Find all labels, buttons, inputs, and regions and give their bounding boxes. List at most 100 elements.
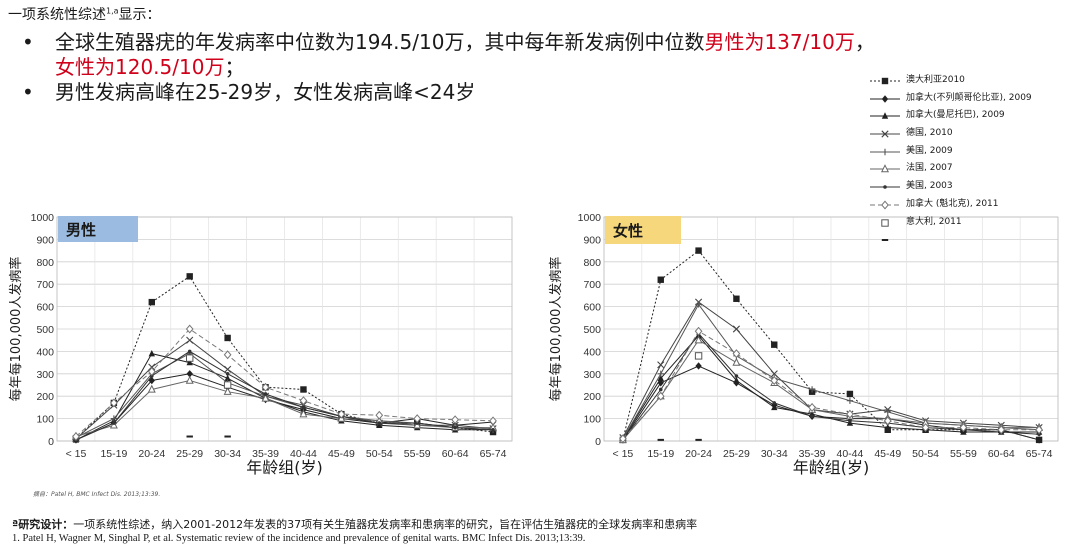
data-point	[224, 365, 232, 373]
data-point	[186, 358, 193, 366]
series-line	[622, 301, 1040, 438]
data-point	[848, 419, 852, 423]
y-tick-label: 700	[583, 279, 601, 291]
data-point	[771, 341, 778, 348]
data-point	[186, 273, 193, 280]
study-design-note: ª研究设计：一项系统性综述，纳入2001-2012年发表的37项有关生殖器疣发病…	[12, 518, 698, 531]
series-line	[622, 330, 1040, 440]
chart-title-box	[605, 216, 681, 244]
legend-item: 美国, 2003	[866, 178, 1066, 196]
legend-marker	[881, 148, 889, 155]
male-rate: 男性为137/10万	[704, 30, 855, 54]
data-point	[657, 438, 664, 441]
series-line	[75, 373, 494, 441]
female-rate: 女性为120.5/10万	[55, 55, 225, 79]
x-tick-label: 15-19	[647, 448, 674, 460]
x-tick-label: 35-39	[799, 448, 826, 460]
series-10	[186, 435, 231, 438]
data-point	[808, 402, 816, 412]
data-point	[223, 386, 232, 395]
data-point	[772, 401, 777, 405]
data-point	[810, 414, 814, 419]
data-point	[72, 432, 80, 441]
plot-frame	[603, 216, 1059, 442]
data-point	[110, 398, 118, 408]
data-point	[263, 392, 268, 396]
y-tick-label: 100	[36, 414, 54, 426]
data-point	[808, 410, 816, 417]
legend-label: 美国, 2009	[906, 145, 953, 156]
x-tick-label: 30-34	[761, 448, 788, 460]
y-tick-label: 500	[36, 324, 54, 336]
data-point	[453, 425, 457, 430]
legend-marker	[880, 164, 890, 173]
data-point	[186, 336, 194, 344]
y-tick-label: 300	[36, 369, 54, 381]
legend-marker	[881, 112, 889, 120]
data-point	[1035, 425, 1043, 435]
y-axis-label: 每年每100,000人发病率	[8, 257, 24, 402]
x-tick-label: 65-74	[480, 448, 507, 460]
data-point	[491, 428, 495, 432]
chart-legend: 澳大利亚2010 加拿大(不列颠哥伦比亚), 2009 加拿大(曼尼托巴), 200…	[866, 72, 1066, 249]
data-point	[149, 374, 154, 378]
x-tick-label: 40-44	[290, 448, 317, 460]
data-point	[224, 334, 231, 342]
data-point	[657, 374, 664, 381]
data-point	[658, 387, 663, 392]
series-8	[72, 324, 497, 441]
legend-item: 澳大利亚2010	[866, 72, 1066, 90]
series-7	[74, 349, 495, 442]
y-tick-label: 500	[583, 324, 601, 336]
x-tick-label: 35-39	[252, 448, 279, 460]
data-point	[657, 370, 664, 377]
data-point	[694, 326, 703, 336]
series-line	[75, 353, 493, 441]
legend-item: 意大利, 2011	[866, 214, 1066, 232]
legend-marker	[881, 130, 889, 138]
series-line	[75, 275, 494, 440]
data-point	[884, 423, 891, 431]
legend-label: 德国, 2010	[906, 128, 953, 139]
legend-label: 美国, 2003	[906, 181, 953, 192]
finding-peak: 男性发病高峰在25-29岁，女性发病高峰<24岁	[22, 80, 875, 105]
data-point	[375, 410, 384, 420]
data-point	[770, 376, 779, 385]
data-point	[695, 438, 702, 441]
data-point	[224, 374, 231, 381]
series-line	[622, 339, 1040, 441]
x-tick-label: 50-54	[912, 448, 939, 460]
data-point	[733, 295, 740, 302]
data-point	[337, 409, 346, 419]
x-tick-label: 55-59	[950, 448, 977, 460]
data-point	[451, 415, 459, 425]
data-point	[223, 381, 232, 389]
data-point	[489, 416, 497, 426]
data-point	[1035, 436, 1043, 444]
data-point	[771, 403, 778, 411]
reference: 1. Patel H, Wagner M, Singhal P, et al. …	[12, 533, 586, 544]
y-tick-label: 600	[583, 302, 601, 314]
chart-title: 男性	[66, 221, 96, 239]
chart-title: 女性	[613, 222, 643, 240]
data-point	[657, 276, 664, 283]
data-point	[694, 352, 703, 360]
x-tick-label: 20-24	[138, 448, 165, 460]
legend-marker	[881, 77, 889, 85]
legend-item: 加拿大(曼尼托巴), 2009	[866, 107, 1066, 125]
data-point	[1037, 432, 1041, 437]
data-point	[997, 425, 1006, 435]
chart-panel-2: 0 100 200 300 400 500 600 700 800 900 1000 < 15 15-1…	[548, 212, 1059, 477]
data-point	[148, 349, 155, 357]
data-point	[808, 386, 816, 393]
y-tick-label: 100	[583, 414, 601, 426]
data-point	[299, 409, 308, 418]
x-axis-label: 年龄组(岁)	[246, 458, 323, 477]
y-tick-label: 800	[36, 257, 54, 269]
data-point	[299, 396, 308, 406]
x-tick-label: 60-64	[988, 448, 1015, 460]
y-tick-label: 0	[595, 436, 601, 448]
data-point	[300, 386, 307, 393]
data-point	[732, 349, 741, 359]
